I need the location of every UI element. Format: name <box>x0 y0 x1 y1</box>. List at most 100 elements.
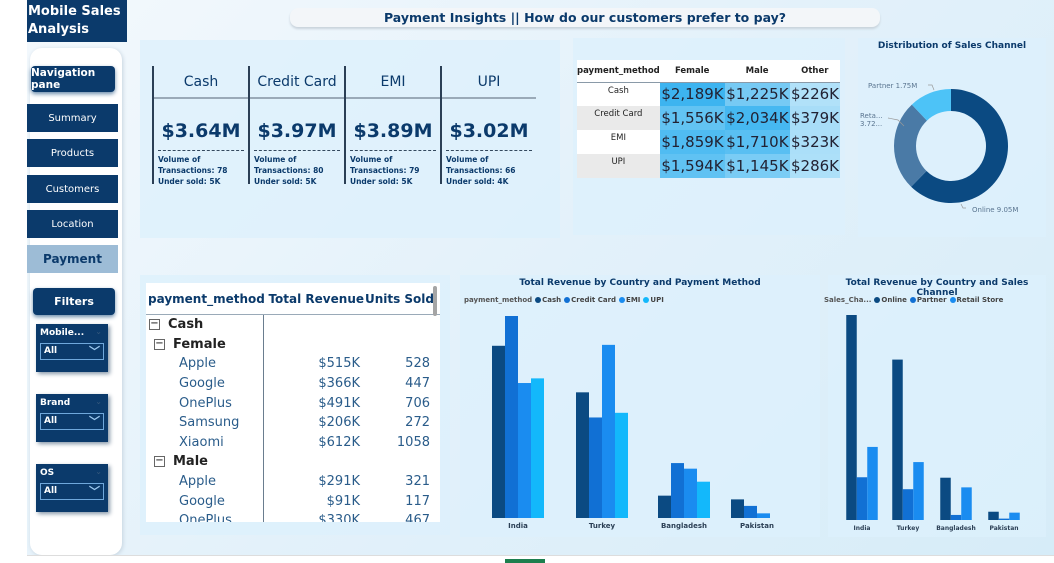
kpi-subtext: Volume of Transactions: 80 Under sold: 5K <box>250 151 344 190</box>
legend-dot-icon <box>535 297 542 303</box>
legend-item[interactable]: Credit Card <box>561 296 616 304</box>
bar-bangladesh-cash[interactable] <box>658 495 671 518</box>
table-scrollbar[interactable] <box>433 286 437 316</box>
x-tick-label: Bangladesh <box>936 525 976 532</box>
legend-label: Cash <box>542 296 562 304</box>
bar-bangladesh-retail-store[interactable] <box>961 487 972 520</box>
kpi-divider <box>158 150 244 151</box>
chevron-icon: ⌄ <box>95 467 102 476</box>
bar-pakistan-retail-store[interactable] <box>1009 512 1020 520</box>
donut-slice-retail-store[interactable] <box>894 104 927 187</box>
bar-bangladesh-emi[interactable] <box>684 468 697 518</box>
bar-india-upi[interactable] <box>531 378 544 518</box>
bar-turkey-online[interactable] <box>892 359 903 520</box>
legend-item[interactable]: Retail Store <box>947 296 1003 304</box>
matrix-cell: $323K <box>789 130 840 154</box>
legend-dot-icon <box>949 297 956 303</box>
donut-slice-online[interactable] <box>911 89 1008 203</box>
bar-turkey-emi[interactable] <box>602 344 615 518</box>
kpi-transactions: Transactions: 80 <box>254 166 324 175</box>
kpi-value: $3.97M <box>257 120 337 142</box>
channel-chart-panel: Total Revenue by Country and Sales Chann… <box>824 275 1046 537</box>
matrix-cell: $1,145K <box>724 154 790 178</box>
bar-pakistan-emi[interactable] <box>757 513 770 518</box>
slicer-dropdown-os[interactable]: All ﹀ <box>40 483 104 500</box>
col-header-payment-method[interactable]: payment_method <box>148 291 265 306</box>
legend-item[interactable]: Partner <box>907 296 947 304</box>
bar-turkey-retail-store[interactable] <box>913 462 924 520</box>
slicer-dropdown-mobile[interactable]: All ﹀ <box>40 343 104 360</box>
row-units: 467 <box>405 513 430 522</box>
kpi-card-2: EMI $3.89M Volume of Transactions: 79 Unde… <box>344 66 440 186</box>
collapse-icon[interactable]: − <box>154 337 165 350</box>
matrix-header: Female <box>659 60 725 83</box>
bar-india-online[interactable] <box>846 315 857 520</box>
kpi-units: Under sold: 4K <box>446 177 509 186</box>
row-revenue: $366K <box>318 376 360 392</box>
legend-item[interactable]: Cash <box>532 296 561 304</box>
matrix-cell: $2,189K <box>659 82 725 106</box>
row-revenue: $612K <box>318 434 360 450</box>
bar-pakistan-cash[interactable] <box>731 499 744 518</box>
bar-india-credit-card[interactable] <box>505 316 518 518</box>
bar-bangladesh-credit-card[interactable] <box>671 463 684 518</box>
row-label: OnePlus <box>179 395 232 411</box>
bar-india-cash[interactable] <box>492 345 505 518</box>
nav-location[interactable]: Location <box>27 210 118 238</box>
row-units: 447 <box>405 376 430 392</box>
kpi-subtext: Volume of Transactions: 78 Under sold: 5K <box>154 151 248 190</box>
collapse-icon[interactable]: − <box>154 455 165 468</box>
slicer-label: OS <box>40 468 55 478</box>
nav-payment[interactable]: Payment <box>27 245 118 273</box>
row-label: Male <box>173 454 208 470</box>
matrix-header: Other <box>789 60 840 83</box>
x-tick-label: Bangladesh <box>661 522 707 530</box>
chart-title: Total Revenue by Country and Payment Met… <box>519 278 761 288</box>
legend-dot-icon <box>619 297 626 303</box>
bar-turkey-credit-card[interactable] <box>589 417 602 518</box>
table-row: − Male <box>146 452 440 472</box>
kpi-value: $3.89M <box>353 120 433 142</box>
bar-pakistan-online[interactable] <box>988 511 999 520</box>
legend-item[interactable]: UPI <box>640 296 664 304</box>
legend-item[interactable]: Online <box>871 296 907 304</box>
slicer-dropdown-brand[interactable]: All ﹀ <box>40 413 104 430</box>
row-label: Apple <box>179 356 217 372</box>
matrix-cell: $1,710K <box>724 130 790 154</box>
row-label: Google <box>179 376 225 392</box>
navigation-pane-header: Navigation pane <box>31 66 115 92</box>
bar-turkey-cash[interactable] <box>576 392 589 518</box>
row-revenue: $291K <box>318 474 360 490</box>
nav-summary[interactable]: Summary <box>27 104 118 132</box>
channel-bar-chart: India Turkey Bangladesh Pakistan <box>846 315 1020 532</box>
bar-bangladesh-upi[interactable] <box>697 481 710 518</box>
bar-pakistan-credit-card[interactable] <box>744 505 757 518</box>
table-row: Apple $515K 528 <box>146 354 440 374</box>
slicer-mobile: Mobile... ⌄ All ﹀ <box>36 324 108 372</box>
bar-india-partner[interactable] <box>856 477 868 520</box>
matrix-row-label: Credit Card <box>577 106 660 130</box>
table-header: payment_method Total Revenue Units Sold <box>146 283 440 315</box>
matrix-row: Credit Card $1,556K $2,034K $379K <box>577 106 840 130</box>
bar-bangladesh-online[interactable] <box>940 477 951 520</box>
kpi-subtext: Volume of Transactions: 66 Under sold: 4K <box>442 151 536 190</box>
collapse-icon[interactable]: − <box>149 318 160 331</box>
donut-slice-partner[interactable] <box>911 89 951 121</box>
active-page-tab[interactable] <box>505 559 545 563</box>
legend-title: Sales_Cha... <box>824 296 872 304</box>
bar-india-emi[interactable] <box>518 383 531 518</box>
chart-legend: payment_method Cash Credit Card EMI UPI <box>464 296 664 304</box>
legend-item[interactable]: EMI <box>616 296 640 304</box>
bar-pakistan-partner[interactable] <box>998 518 1010 520</box>
col-header-units-sold[interactable]: Units Sold <box>364 291 434 306</box>
app-title: Mobile Sales Analysis <box>27 0 127 42</box>
bar-turkey-partner[interactable] <box>902 489 914 520</box>
col-header-total-revenue[interactable]: Total Revenue <box>268 291 364 306</box>
slicer-label: Brand <box>40 398 71 408</box>
nav-customers[interactable]: Customers <box>27 175 118 203</box>
bar-bangladesh-partner[interactable] <box>950 514 962 520</box>
bar-turkey-upi[interactable] <box>615 412 628 518</box>
nav-products[interactable]: Products <box>27 139 118 167</box>
gender-payment-matrix: payment_method Female Male Other Cash $2… <box>577 60 840 178</box>
bar-india-retail-store[interactable] <box>867 446 878 520</box>
